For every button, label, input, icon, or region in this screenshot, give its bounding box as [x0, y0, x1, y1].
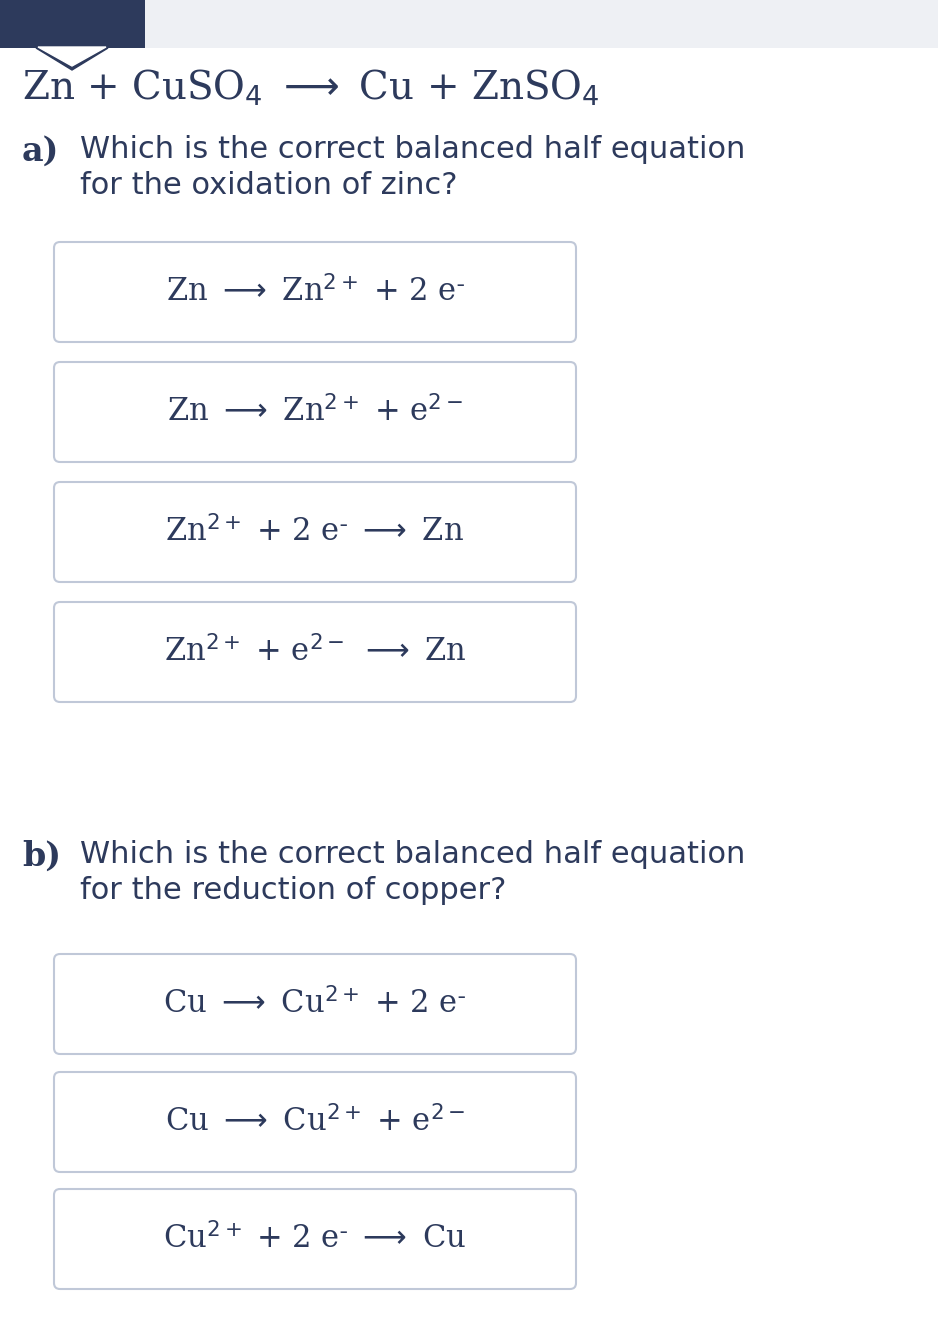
- Text: Cu $\longrightarrow$ Cu$^{2+}$ + e$^{2-}$: Cu $\longrightarrow$ Cu$^{2+}$ + e$^{2-}…: [165, 1106, 465, 1138]
- FancyBboxPatch shape: [54, 483, 576, 582]
- Text: Zn$^{2+}$ + 2 e$^{\bar{\ }}$ $\longrightarrow$ Zn: Zn$^{2+}$ + 2 e$^{\bar{\ }}$ $\longright…: [165, 516, 464, 548]
- Polygon shape: [36, 48, 108, 70]
- FancyBboxPatch shape: [0, 0, 938, 48]
- FancyBboxPatch shape: [54, 602, 576, 702]
- Text: Which is the correct balanced half equation: Which is the correct balanced half equat…: [80, 135, 746, 164]
- Text: Zn $\longrightarrow$ Zn$^{2+}$ + e$^{2-}$: Zn $\longrightarrow$ Zn$^{2+}$ + e$^{2-}…: [167, 396, 463, 428]
- FancyBboxPatch shape: [54, 955, 576, 1054]
- Text: a): a): [22, 135, 59, 168]
- FancyBboxPatch shape: [0, 0, 145, 48]
- Text: Zn $\longrightarrow$ Zn$^{2+}$ + 2 e$^{\bar{\ }}$: Zn $\longrightarrow$ Zn$^{2+}$ + 2 e$^{\…: [165, 275, 464, 309]
- Text: Which is the correct balanced half equation: Which is the correct balanced half equat…: [80, 840, 746, 869]
- Text: for the reduction of copper?: for the reduction of copper?: [80, 876, 507, 905]
- Text: b): b): [22, 840, 61, 873]
- FancyBboxPatch shape: [54, 1072, 576, 1173]
- Text: Cu $\longrightarrow$ Cu$^{2+}$ + 2 e$^{\bar{\ }}$: Cu $\longrightarrow$ Cu$^{2+}$ + 2 e$^{\…: [163, 988, 466, 1020]
- Polygon shape: [38, 47, 106, 66]
- FancyBboxPatch shape: [54, 362, 576, 463]
- FancyBboxPatch shape: [54, 1189, 576, 1289]
- Text: Zn + CuSO$_4$ $\longrightarrow$ Cu + ZnSO$_4$: Zn + CuSO$_4$ $\longrightarrow$ Cu + ZnS…: [22, 68, 599, 108]
- Text: Cu$^{2+}$ + 2 e$^{\bar{\ }}$ $\longrightarrow$ Cu: Cu$^{2+}$ + 2 e$^{\bar{\ }}$ $\longright…: [163, 1223, 466, 1255]
- Text: for the oxidation of zinc?: for the oxidation of zinc?: [80, 171, 458, 201]
- FancyBboxPatch shape: [54, 242, 576, 342]
- Text: Zn$^{2+}$ + e$^{2-}$ $\longrightarrow$ Zn: Zn$^{2+}$ + e$^{2-}$ $\longrightarrow$ Z…: [163, 636, 466, 668]
